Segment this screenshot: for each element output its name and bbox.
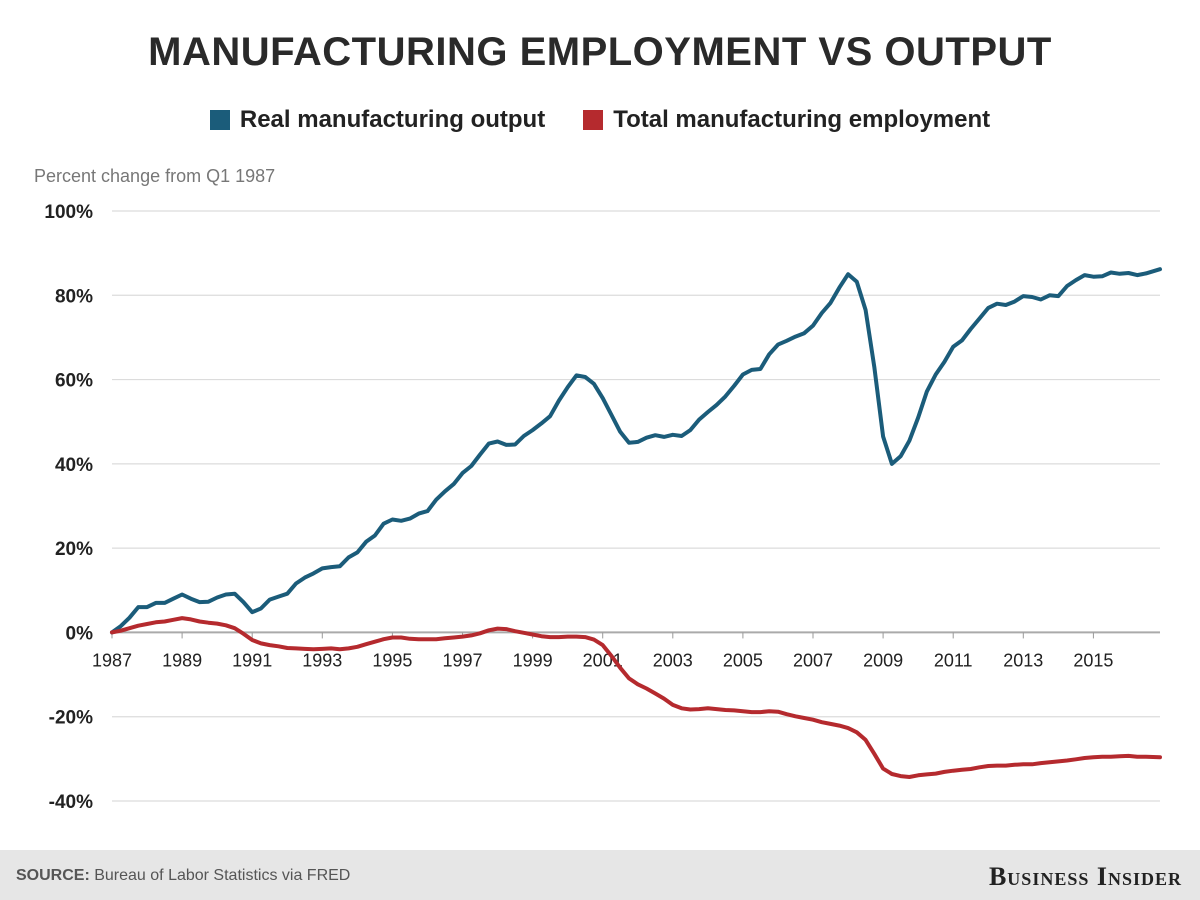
legend-swatch-output (209, 110, 230, 130)
x-tick-label: 1993 (302, 650, 342, 670)
x-tick-label: 2009 (863, 650, 903, 670)
legend-swatch-employment (583, 110, 604, 130)
line-chart: 100% 80% 60% 40% 20% 0% -20% -40% 1987 1989 1991 19… (44, 202, 1162, 813)
footer: SOURCE: Bureau of Labor Statistics via F… (0, 850, 1200, 900)
legend-label-output: Real manufacturing output (239, 106, 546, 133)
y-tick-label: -40% (49, 792, 93, 813)
y-tick-label: 100% (44, 202, 93, 223)
legend-label-employment: Total manufacturing employment (613, 106, 991, 133)
series-line-employment (110, 616, 1162, 779)
source-label: SOURCE: (16, 867, 90, 884)
y-tick-label: 20% (55, 539, 93, 560)
x-tick-label: 1991 (232, 650, 272, 670)
y-tick-label: 80% (55, 286, 93, 307)
x-tick-label: 2007 (793, 650, 833, 670)
x-tick-label: 1989 (162, 650, 202, 670)
source-note: SOURCE: Bureau of Labor Statistics via F… (16, 867, 350, 885)
chart-subtitle: Percent change from Q1 1987 (34, 166, 276, 186)
y-tick-label: 60% (55, 371, 93, 392)
x-tick-label: 1997 (442, 650, 482, 670)
chart-title: MANUFACTURING EMPLOYMENT VS OUTPUT (148, 30, 1052, 74)
legend: Real manufacturing output Total manufact… (0, 106, 1200, 134)
series-line-output (110, 267, 1162, 635)
y-tick-label: -20% (49, 708, 93, 729)
legend-item-output: Real manufacturing output (209, 106, 546, 134)
y-tick-label: 0% (66, 623, 94, 644)
x-tick-label: 2005 (723, 650, 763, 670)
y-tick-label: 40% (55, 455, 93, 476)
x-tick-label: 2011 (934, 650, 973, 670)
x-tick-label: 2003 (653, 650, 693, 670)
legend-item-employment: Total manufacturing employment (583, 106, 990, 134)
source-text: Bureau of Labor Statistics via FRED (94, 867, 351, 884)
x-tick-label: 1987 (92, 650, 132, 670)
x-tick-label: 1995 (372, 650, 412, 670)
x-tick-label: 1999 (513, 650, 553, 670)
x-tick-label: 2013 (1003, 650, 1043, 670)
brand-logo: Business Insider (988, 862, 1182, 891)
x-tick-label: 2015 (1073, 650, 1113, 670)
